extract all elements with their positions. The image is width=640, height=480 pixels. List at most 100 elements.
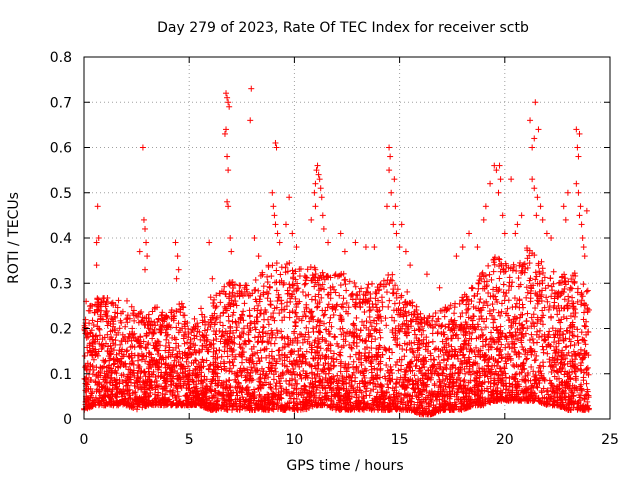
data-point [265,321,272,328]
data-point [497,312,504,319]
data-point [182,329,189,336]
data-point [284,290,291,297]
data-point [273,267,280,274]
data-point [221,348,228,355]
data-point [313,323,320,330]
data-point [362,388,369,395]
data-point [104,294,111,301]
data-point [301,281,308,288]
data-point [531,357,538,364]
data-point [377,367,384,374]
data-point [271,279,278,286]
data-point [324,291,331,298]
data-point [529,336,536,343]
data-point [226,290,233,297]
data-point [210,300,217,307]
data-point [352,283,359,290]
data-point [565,293,572,300]
data-point [270,376,277,383]
data-point [498,341,505,348]
data-point [353,314,360,321]
data-point [382,346,389,353]
data-point [519,301,526,308]
data-point [491,380,498,387]
data-point [389,349,396,356]
data-point [237,334,244,341]
data-point [366,307,373,314]
data-point [354,384,361,391]
data-point [547,275,554,282]
data-point [209,376,216,383]
data-point [302,383,309,390]
data-point [583,380,590,387]
data-point [323,347,330,354]
data-points [81,85,592,418]
data-point [356,300,363,307]
data-point [468,298,475,305]
data-point [386,297,393,304]
data-point [129,325,136,332]
data-point [584,287,591,294]
data-point [517,311,524,318]
data-point [233,302,240,309]
data-point [385,303,392,310]
data-point [277,271,284,278]
data-point [486,271,493,278]
data-point [206,362,213,369]
data-point [553,368,560,375]
data-point [192,357,199,364]
data-point [365,281,372,288]
data-point [431,346,438,353]
data-point [460,297,467,304]
data-point [314,304,321,311]
data-point [359,318,366,325]
data-point [251,334,258,341]
data-point [477,296,484,303]
data-point [340,295,347,302]
data-point [248,319,255,326]
data-point [500,281,507,288]
data-point [261,316,268,323]
data-point [321,286,328,293]
data-point [508,324,515,331]
data-point [254,339,261,346]
data-point [166,344,173,351]
data-point [404,288,411,295]
data-point [304,266,311,273]
data-point [360,393,367,400]
data-point [272,334,279,341]
data-point [385,384,392,391]
data-point [533,352,540,359]
data-point [546,328,553,335]
data-point [163,332,170,339]
data-point [275,352,282,359]
data-point [441,313,448,320]
data-point [526,337,533,344]
data-point [267,302,274,309]
data-point [358,285,365,292]
data-point [301,382,308,389]
data-point [469,285,476,292]
data-point [297,265,304,272]
data-point [298,375,305,382]
data-point [212,331,219,338]
data-point [128,303,135,310]
data-point [173,324,180,331]
data-point [488,329,495,336]
data-point [191,315,198,322]
data-point [278,264,285,271]
data-point [541,376,548,383]
data-point [217,299,224,306]
data-point [514,325,521,332]
data-point [229,312,236,319]
data-point [213,316,220,323]
data-point [393,341,400,348]
data-point [482,324,489,331]
data-point [310,328,317,335]
data-point [330,350,337,357]
data-point [224,353,231,360]
data-point [278,300,285,307]
data-point [389,271,396,278]
data-point [423,334,430,341]
